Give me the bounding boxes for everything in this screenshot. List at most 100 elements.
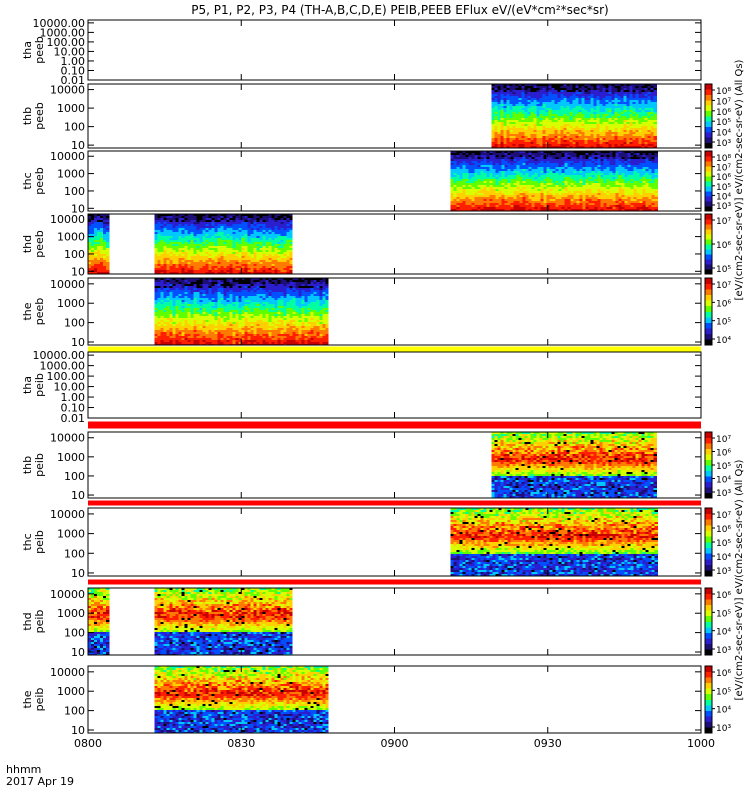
y-tick-label: 10 bbox=[71, 265, 85, 278]
y-axis-label-product: peeb bbox=[33, 167, 46, 195]
y-axis-label-probe: thd bbox=[21, 612, 34, 630]
spectrogram bbox=[154, 278, 329, 345]
y-axis-label-probe: the bbox=[21, 302, 34, 320]
status-bar-red bbox=[88, 579, 701, 585]
y-tick-label: 100 bbox=[64, 248, 85, 261]
panel-thc-peib: 10000 1000 100 10 thc peib 10⁷ 10⁶ 10⁵ 10⁴ 10³ bbox=[21, 500, 731, 580]
y-tick-label: 10000 bbox=[50, 666, 85, 679]
colorbar-tick-label: 10⁶ bbox=[716, 299, 731, 309]
colorbar-tick-label: 10⁵ bbox=[716, 539, 731, 549]
y-tick-label: 1000 bbox=[57, 168, 85, 181]
y-tick-label: 10 bbox=[71, 646, 85, 659]
colorbar-tick-label: 10⁷ bbox=[716, 217, 731, 227]
y-tick-label: 100.00 bbox=[47, 370, 86, 383]
colorbar-tick-label: 10⁵ bbox=[716, 265, 731, 275]
y-axis-label-product: peib bbox=[33, 688, 46, 712]
spectrogram bbox=[88, 214, 293, 274]
panel-the-peeb: 10000 1000 100 10 the peeb 10⁷ 10⁶ 10⁵ 10⁴ bbox=[21, 277, 731, 352]
panel-frame bbox=[87, 351, 702, 419]
panel-frame bbox=[87, 19, 702, 81]
colorbar-tick-label: 10⁷ bbox=[716, 511, 731, 521]
y-tick-label: 100 bbox=[64, 470, 85, 483]
colorbar-tick-label: 10⁶ bbox=[716, 173, 731, 183]
y-tick-label: 0.01 bbox=[61, 74, 86, 87]
panel-the-peib: 10000 1000 100 10 the peib 10⁶ 10⁵ 10⁴ 10³ bbox=[21, 665, 731, 737]
colorbar-tick-label: 10⁶ bbox=[716, 591, 731, 601]
y-tick-label: 100 bbox=[64, 705, 85, 718]
spectrogram bbox=[450, 508, 658, 576]
y-axis-label-probe: thb bbox=[21, 107, 34, 125]
y-tick-label: 100 bbox=[64, 185, 85, 198]
colorbar-label-peib: [eV/(cm2-sec-sr-eV)] eV/(cm2-sec-sr-eV) … bbox=[734, 459, 745, 700]
x-tick-label: 0800 bbox=[74, 737, 102, 750]
y-axis-label-probe: tha bbox=[21, 376, 34, 394]
colorbar: 10⁷ 10⁶ 10⁵ 10⁴ 10³ bbox=[704, 507, 731, 577]
y-tick-label: 100 bbox=[64, 317, 85, 330]
y-axis-label-product: peeb bbox=[33, 102, 46, 130]
y-axis-label-probe: thc bbox=[21, 172, 34, 189]
y-tick-label: 10 bbox=[71, 724, 85, 737]
y-tick-label: 100 bbox=[64, 121, 85, 134]
y-axis-label-probe: thb bbox=[21, 456, 34, 474]
colorbar: 10⁷ 10⁶ 10⁵ 10⁴ bbox=[704, 277, 731, 346]
y-tick-label: 10000.00 bbox=[33, 349, 86, 362]
colorbar-tick-label: 10⁵ bbox=[716, 609, 731, 619]
colorbar-tick-label: 10³ bbox=[716, 489, 731, 499]
y-tick-label: 100.00 bbox=[47, 36, 86, 49]
colorbar-tick-label: 10³ bbox=[716, 646, 731, 656]
x-tick-label: 0930 bbox=[534, 737, 562, 750]
colorbar-tick-label: 10⁶ bbox=[716, 241, 731, 251]
colorbar-tick-label: 10⁵ bbox=[716, 318, 731, 328]
colorbar-tick-label: 10⁵ bbox=[716, 462, 731, 472]
colorbar-tick-label: 10³ bbox=[716, 724, 731, 734]
y-tick-label: 10000 bbox=[50, 588, 85, 601]
figure-title: P5, P1, P2, P3, P4 (TH-A,B,C,D,E) PEIB,P… bbox=[191, 3, 608, 17]
colorbar: 10⁶ 10⁵ 10⁴ 10³ bbox=[704, 665, 731, 734]
y-tick-label: 10000 bbox=[50, 213, 85, 226]
y-tick-label: 10.00 bbox=[54, 381, 86, 394]
colorbar-tick-label: 10⁴ bbox=[716, 336, 731, 346]
status-bar-red bbox=[88, 500, 701, 506]
colorbar-tick-label: 10⁴ bbox=[716, 706, 731, 716]
colorbar-tick-label: 10⁴ bbox=[716, 553, 731, 563]
y-tick-label: 10 bbox=[71, 139, 85, 152]
panel-thd-peeb: 10000 1000 100 10 thd peeb 10⁷ 10⁶ 10⁵ bbox=[21, 213, 731, 278]
y-tick-label: 10000 bbox=[50, 150, 85, 163]
y-axis-label-product: peib bbox=[33, 373, 46, 397]
y-tick-label: 1.00 bbox=[61, 55, 86, 68]
y-tick-label: 10000 bbox=[50, 84, 85, 97]
spectrogram bbox=[154, 666, 329, 733]
spectrogram bbox=[450, 151, 658, 211]
y-axis-label-probe: tha bbox=[21, 41, 34, 59]
y-tick-label: 0.10 bbox=[61, 402, 86, 415]
colorbar-tick-label: 10⁷ bbox=[716, 435, 731, 445]
y-axis-label-product: peib bbox=[33, 453, 46, 477]
colorbar: 10⁷ 10⁶ 10⁵ 10⁴ 10³ bbox=[704, 431, 731, 499]
colorbar-tick-label: 10⁴ bbox=[716, 476, 731, 486]
y-axis-label-product: peib bbox=[33, 610, 46, 634]
y-tick-label: 0.01 bbox=[61, 412, 86, 425]
y-tick-label: 10 bbox=[71, 567, 85, 580]
y-axis-label-product: peeb bbox=[33, 230, 46, 258]
colorbar-tick-label: 10⁸ bbox=[716, 87, 731, 97]
y-tick-label: 1000 bbox=[57, 451, 85, 464]
colorbar-tick-label: 10³ bbox=[716, 567, 731, 577]
colorbar-tick-label: 10⁷ bbox=[716, 97, 731, 107]
colorbar-tick-label: 10⁶ bbox=[716, 108, 731, 118]
colorbar-tick-label: 10⁵ bbox=[716, 183, 731, 193]
x-tick-label: 0830 bbox=[227, 737, 255, 750]
colorbar: 10⁷ 10⁶ 10⁵ bbox=[704, 213, 731, 275]
colorbar-tick-label: 10³ bbox=[716, 139, 731, 149]
date-label: 2017 Apr 19 bbox=[6, 775, 74, 788]
y-tick-label: 10000 bbox=[50, 432, 85, 445]
y-tick-label: 0.10 bbox=[61, 64, 86, 77]
y-tick-label: 1000 bbox=[57, 231, 85, 244]
colorbar-tick-label: 10⁴ bbox=[716, 192, 731, 202]
y-axis-label-probe: the bbox=[21, 690, 34, 708]
